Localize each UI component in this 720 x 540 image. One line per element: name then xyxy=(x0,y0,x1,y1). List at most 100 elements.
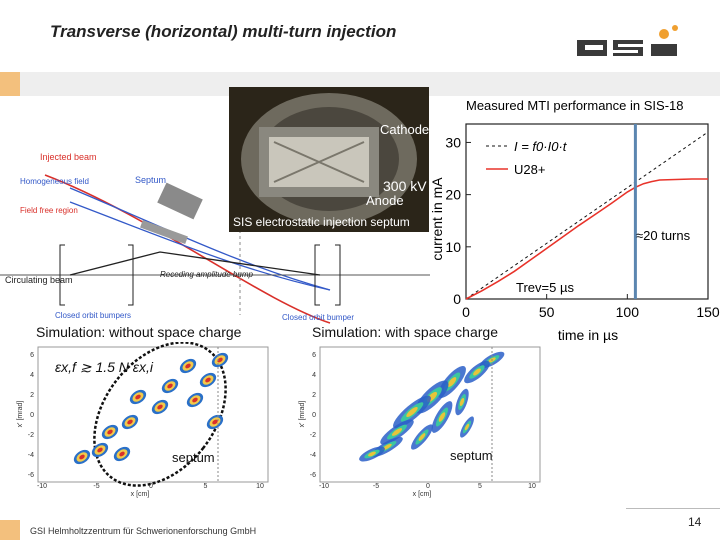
sim-y-tick: 0 xyxy=(30,412,34,419)
chart-ylabel: current in mA xyxy=(429,177,445,261)
sim-right-ylabel: x' [mrad] xyxy=(299,401,306,428)
sim-right-filament-center xyxy=(447,377,457,387)
x-tick-label: 100 xyxy=(616,304,640,320)
sim-left-island-center xyxy=(127,419,133,425)
chart-frame xyxy=(465,123,709,300)
sim-left-label: Simulation: without space charge xyxy=(36,324,242,340)
sim-left-island-center xyxy=(185,363,191,369)
sim-left-formula: εx,f ≳ 1.5 N εx,i xyxy=(55,359,154,375)
sim-left-ylabel: x' [mrad] xyxy=(17,401,24,428)
photo-label-voltage: 300 kV xyxy=(383,178,427,194)
sim-right-filament-center xyxy=(418,433,426,441)
footer-rule xyxy=(626,508,720,509)
emittance-ellipse xyxy=(93,342,227,487)
accent-bar xyxy=(0,72,20,96)
chart-xlabel: time in µs xyxy=(558,327,618,343)
turns-label: ≈20 turns xyxy=(636,228,691,243)
sim-y-tick: 2 xyxy=(312,392,316,399)
chart-title: Measured MTI performance in SIS-18 xyxy=(466,98,683,113)
sim-x-tick: 5 xyxy=(204,483,208,490)
y-tick-label: 0 xyxy=(453,291,461,307)
sim-right-septum: septum xyxy=(450,448,493,463)
trev-label: Trev=5 µs xyxy=(516,280,574,295)
label-septum: Septum xyxy=(135,175,166,185)
sim-right-filament-center xyxy=(459,398,465,406)
sim-left-island-center xyxy=(135,394,141,400)
sim-left-septum: septum xyxy=(172,450,215,465)
legend-red-label: U28+ xyxy=(514,162,545,177)
sim-y-tick: 2 xyxy=(30,392,34,399)
sim-left-island-center xyxy=(107,429,113,435)
mti-chart: 0 10 20 30 0 50 100 150 I = f0·I0·t U28+ Measured… xyxy=(429,98,720,343)
sim-left-xlabel: x [cm] xyxy=(131,491,150,498)
sim-right-plot: 6 4 2 0 -2 -4 -6-10 -5 0 5 10 septum x [cm] x' [mr… xyxy=(299,346,541,498)
series-line-1 xyxy=(465,178,708,300)
gsi-logo xyxy=(577,25,678,56)
label-homogeneous-field: Homogeneous field xyxy=(20,177,89,186)
sim-left-plot: 6 4 2 0 -2 -4 -6-10 -5 0 5 10 εx,f ≳ 1.5 N εx,i se… xyxy=(17,342,269,498)
sim-y-tick: -6 xyxy=(310,472,316,479)
sim-left-island-center xyxy=(205,377,211,383)
slide-title: Transverse (horizontal) multi-turn injec… xyxy=(50,22,397,41)
sim-left-island-center xyxy=(79,454,85,460)
label-circulating-beam: Circulating beam xyxy=(5,275,73,285)
y-tick-label: 20 xyxy=(445,187,461,203)
sim-y-tick: -6 xyxy=(28,472,34,479)
x-tick-label: 150 xyxy=(696,304,720,320)
y-tick-label: 30 xyxy=(445,134,461,150)
sim-right-filament-center xyxy=(406,407,418,417)
sim-left-island-center xyxy=(157,404,163,410)
sim-x-tick: -10 xyxy=(37,483,47,490)
sim-y-tick: 4 xyxy=(312,372,316,379)
legend-dashed-label: I = f0·I0·t xyxy=(514,139,568,154)
sim-y-tick: -4 xyxy=(28,452,34,459)
sim-x-tick: -10 xyxy=(319,483,329,490)
sim-right-filament-center xyxy=(391,428,403,436)
sim-y-tick: 6 xyxy=(312,352,316,359)
sim-x-tick: 0 xyxy=(149,483,153,490)
sim-right-filament-center xyxy=(438,412,446,422)
photo-label-cathode: Cathode xyxy=(380,122,430,137)
footer-accent xyxy=(0,520,20,540)
sim-y-tick: 0 xyxy=(312,412,316,419)
sim-x-tick: 10 xyxy=(256,483,264,490)
photo-caption: SIS electrostatic injection septum xyxy=(233,215,410,229)
sim-y-tick: 6 xyxy=(30,352,34,359)
sim-x-tick: 10 xyxy=(528,483,536,490)
footer-text: GSI Helmholtzzentrum für Schwerionenfors… xyxy=(30,526,257,536)
sim-right-filament-center xyxy=(473,368,481,376)
sim-x-tick: 5 xyxy=(478,483,482,490)
photo-label-anode: Anode xyxy=(366,193,404,208)
x-tick-label: 50 xyxy=(539,304,555,320)
sim-x-tick: 0 xyxy=(426,483,430,490)
series-line-0 xyxy=(465,131,709,300)
sim-y-tick: -4 xyxy=(310,452,316,459)
injection-schematic: Injected beam Septum Homogeneous field F… xyxy=(0,152,430,324)
chart-axes: 0 10 20 30 0 50 100 150 xyxy=(445,123,720,320)
sim-right-frame xyxy=(319,346,541,483)
label-bumper-right: Closed orbit bumper xyxy=(282,313,354,322)
sim-right-xlabel: x [cm] xyxy=(413,491,432,498)
sim-x-tick: -5 xyxy=(93,483,99,490)
sim-left-island-center xyxy=(119,451,125,457)
chart-series xyxy=(465,124,709,300)
sim-left-island-center xyxy=(192,397,198,403)
sim-left-island-center xyxy=(212,419,218,425)
sim-y-tick: 4 xyxy=(30,372,34,379)
septum-photo xyxy=(229,87,429,232)
sim-y-tick: -2 xyxy=(28,432,34,439)
label-field-free-region: Field free region xyxy=(20,206,78,215)
sim-right-label: Simulation: with space charge xyxy=(312,324,498,340)
sim-left-island-center xyxy=(217,357,223,363)
sim-right-filament-center xyxy=(368,451,376,457)
septum-photo-image xyxy=(229,87,429,232)
y-tick-label: 10 xyxy=(445,239,461,255)
sim-right-filament-center xyxy=(464,423,470,431)
label-injected-beam: Injected beam xyxy=(40,152,97,162)
sim-y-tick: -2 xyxy=(310,432,316,439)
sim-x-tick: -5 xyxy=(373,483,379,490)
page-number: 14 xyxy=(688,515,702,529)
x-tick-label: 0 xyxy=(462,304,470,320)
label-bumpers-left: Closed orbit bumpers xyxy=(55,311,131,320)
label-receding-bump: Receding amplitude bump xyxy=(160,270,253,279)
